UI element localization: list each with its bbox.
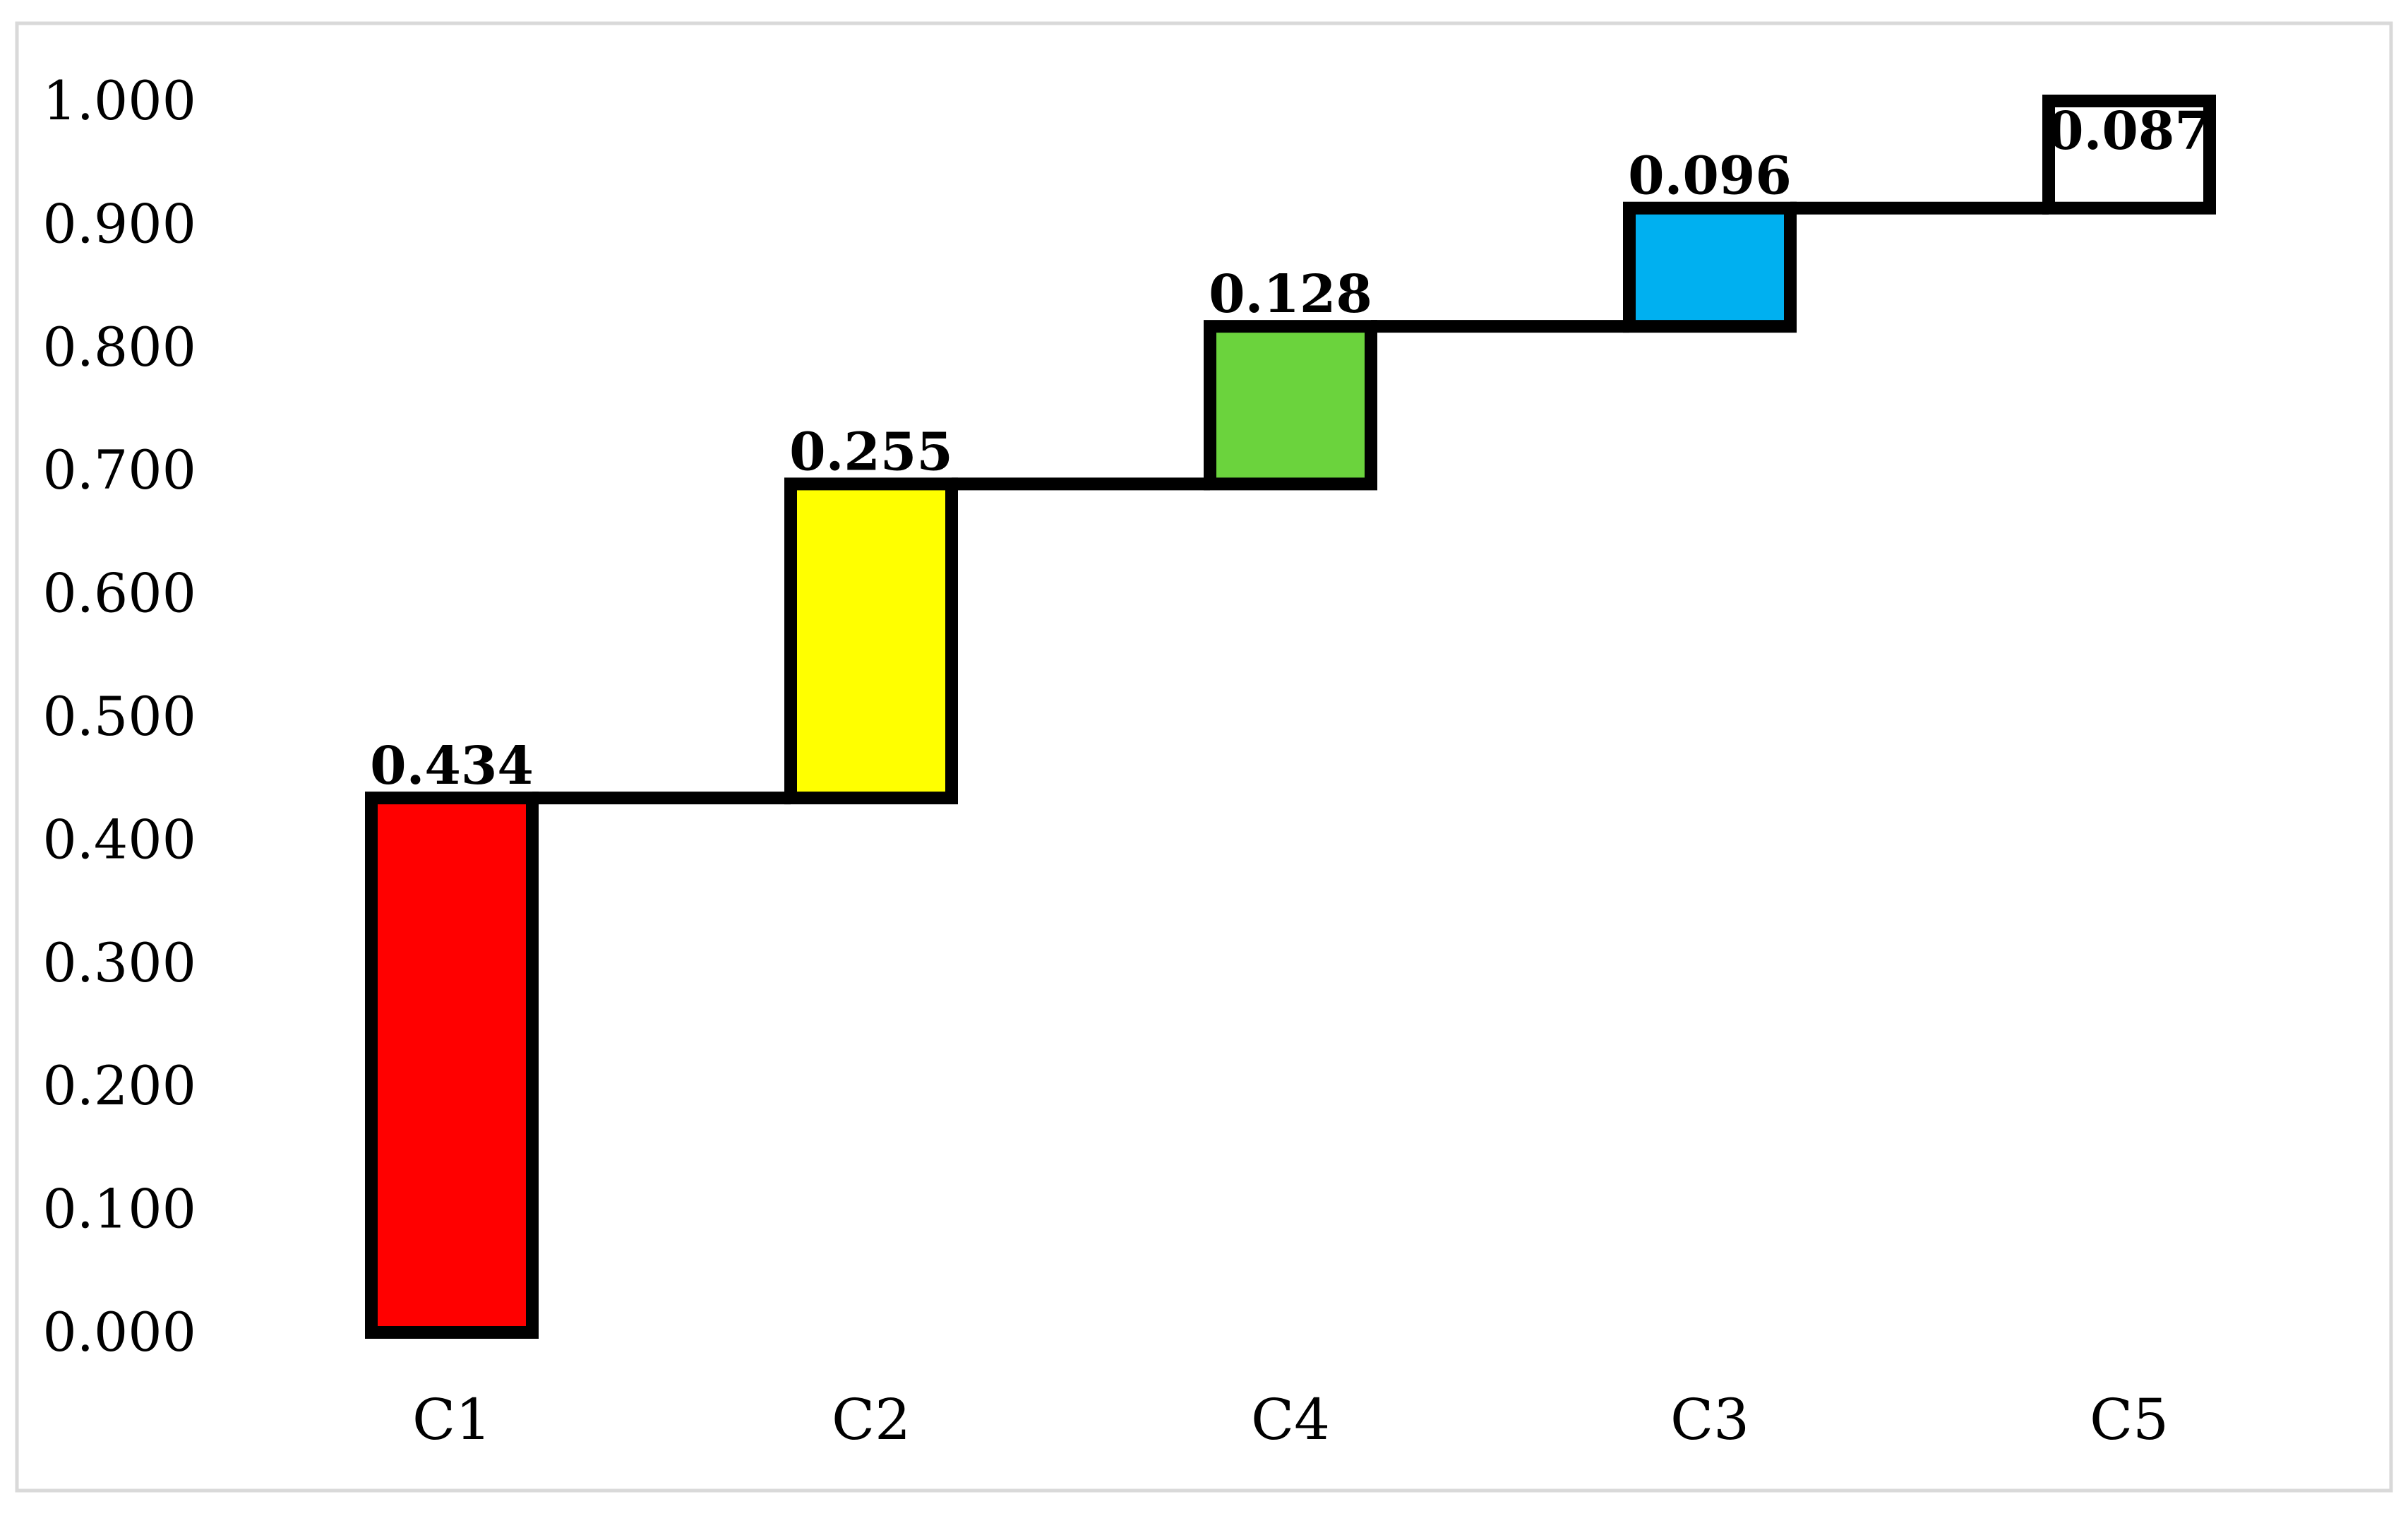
y-tick-label: 0.900	[42, 192, 196, 255]
x-tick-label: C3	[1670, 1387, 1749, 1452]
data-label: 0.096	[1628, 146, 1792, 207]
bar-c4	[1204, 320, 1377, 491]
y-tick-label: 0.700	[42, 438, 196, 501]
x-tick-label: C4	[1251, 1387, 1330, 1452]
x-tick-label: C1	[412, 1387, 491, 1452]
y-tick-label: 0.100	[42, 1178, 196, 1241]
bar-c1	[365, 792, 539, 1339]
bars	[365, 95, 2216, 1339]
y-axis: 0.000 0.100 0.200 0.300 0.400 0.500 0.600 0.700…	[42, 69, 196, 1363]
y-tick-label: 0.800	[42, 316, 196, 378]
bar-c5	[2042, 95, 2216, 215]
bar-c3	[1623, 201, 1797, 333]
x-axis: C1 C2 C4 C3 C5	[412, 1387, 2169, 1452]
connector-lines	[532, 201, 2049, 805]
data-labels: 0.434 0.255 0.128 0.096 0.087	[370, 101, 2211, 796]
x-tick-label: C2	[832, 1387, 911, 1452]
y-tick-label: 0.400	[42, 808, 196, 871]
data-label: 0.255	[789, 422, 953, 482]
y-tick-label: 0.600	[42, 562, 196, 625]
data-label: 0.087	[2047, 101, 2211, 162]
y-tick-label: 0.200	[42, 1054, 196, 1117]
data-label: 0.434	[370, 736, 534, 796]
y-tick-label: 0.300	[42, 931, 196, 994]
y-tick-label: 0.000	[42, 1301, 196, 1363]
x-tick-label: C5	[2090, 1387, 2169, 1452]
y-tick-label: 0.500	[42, 685, 196, 748]
y-tick-label: 1.000	[42, 69, 196, 132]
data-label: 0.128	[1209, 264, 1372, 325]
bar-c2	[784, 477, 958, 805]
